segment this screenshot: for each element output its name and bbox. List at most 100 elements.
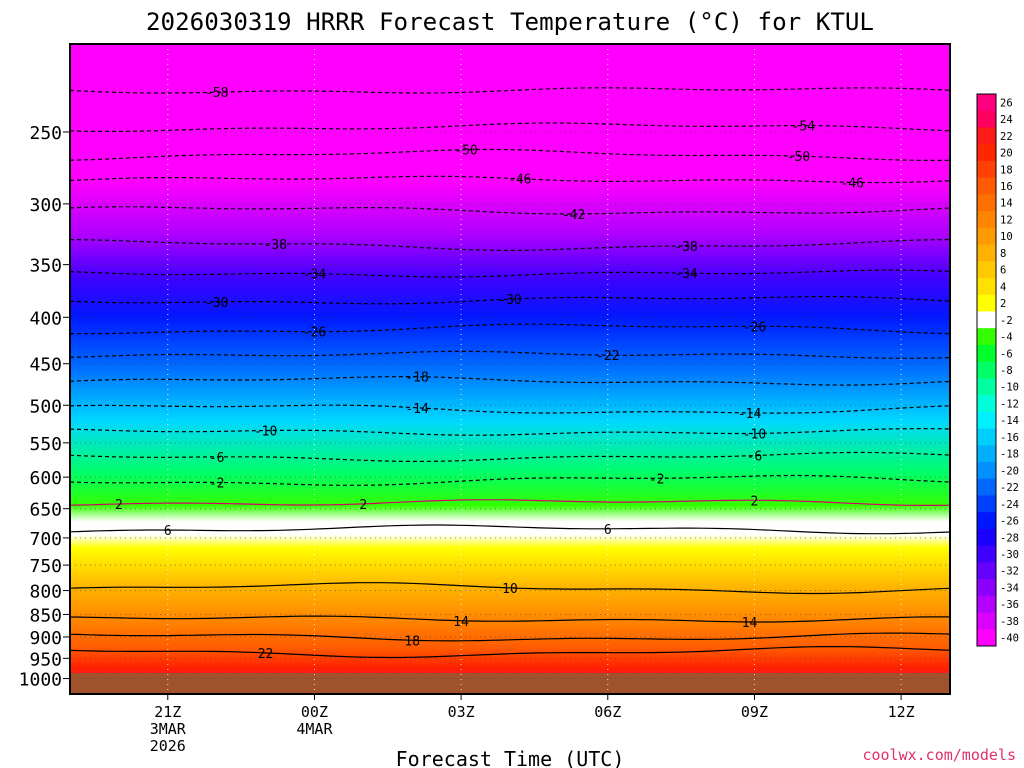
- x-axis-label: Forecast Time (UTC): [396, 747, 625, 768]
- colorbar-label: 24: [1000, 114, 1013, 126]
- colorbar-swatch: [977, 278, 996, 296]
- colorbar-label: -22: [1000, 482, 1019, 494]
- colorbar-swatch: [977, 612, 996, 630]
- isotherm-label: -22: [596, 349, 619, 364]
- chart-title: 2026030319 HRRR Forecast Temperature (°C…: [146, 8, 874, 36]
- y-tick-label: 300: [29, 195, 62, 216]
- isotherm-label: -50: [787, 150, 810, 165]
- colorbar-swatch: [977, 227, 996, 245]
- colorbar-swatch: [977, 545, 996, 563]
- grid-lines: [70, 44, 950, 694]
- colorbar-swatch: [977, 579, 996, 597]
- colorbar-label: -8: [1000, 365, 1013, 377]
- colorbar-swatch: [977, 211, 996, 229]
- isotherm-label: 14: [453, 615, 469, 630]
- colorbar-swatch: [977, 478, 996, 496]
- x-tick-label: 06Z: [594, 703, 621, 721]
- isotherm-line: [69, 646, 951, 659]
- colorbar-label: -36: [1000, 599, 1019, 611]
- colorbar-swatch: [977, 144, 996, 162]
- colorbar-swatch: [977, 462, 996, 480]
- isotherm-label: -30: [205, 296, 228, 311]
- colorbar-swatch: [977, 244, 996, 262]
- colorbar-swatch: [977, 411, 996, 429]
- isotherm-line: [69, 499, 951, 506]
- isotherm-label: -6: [747, 450, 763, 465]
- colorbar-swatch: [977, 177, 996, 195]
- isotherm-label: -34: [674, 267, 698, 282]
- colorbar-label: 14: [1000, 198, 1013, 210]
- colorbar-label: -28: [1000, 532, 1019, 544]
- x-date-label: 2026: [150, 737, 186, 755]
- isotherm-label: -26: [303, 326, 326, 341]
- colorbar-swatch: [977, 428, 996, 446]
- isotherm-label: -46: [508, 173, 531, 188]
- isotherm-label: -10: [254, 425, 277, 440]
- colorbar-swatch: [977, 361, 996, 379]
- y-tick-label: 750: [29, 556, 62, 577]
- colorbar-swatch: [977, 495, 996, 513]
- isotherm-label: -58: [205, 86, 228, 101]
- colorbar-label: -24: [1000, 499, 1019, 511]
- x-date-label: 4MAR: [296, 720, 333, 738]
- isotherm-label: -30: [498, 293, 521, 308]
- colorbar-swatch: [977, 344, 996, 363]
- colorbar-swatch: [977, 110, 996, 128]
- isotherm-label: -34: [303, 268, 327, 283]
- isotherm-line: [69, 524, 951, 535]
- colorbar-label: -32: [1000, 566, 1019, 578]
- colorbar-swatch: [977, 94, 996, 112]
- y-tick-label: 400: [29, 308, 62, 329]
- colorbar-swatch: [977, 445, 996, 463]
- y-axis: 2503003504004505005506006507007508008509…: [19, 123, 70, 691]
- colorbar-label: 12: [1000, 215, 1013, 227]
- colorbar-label: -4: [1000, 332, 1013, 344]
- isotherm-line: [69, 582, 951, 595]
- colorbar-swatch: [977, 629, 996, 647]
- isotherm-label: -2: [209, 476, 225, 491]
- colorbar-label: -34: [1000, 583, 1019, 595]
- colorbar-swatch: [977, 294, 996, 312]
- isotherm-label: -14: [405, 402, 429, 417]
- y-tick-label: 500: [29, 396, 62, 417]
- plot-fill: [70, 44, 950, 694]
- colorbar-label: -20: [1000, 465, 1019, 477]
- y-tick-label: 650: [29, 500, 62, 521]
- colorbar-swatch: [977, 378, 996, 396]
- isotherm-label: -6: [209, 451, 225, 466]
- y-tick-label: 850: [29, 605, 62, 626]
- colorbar-swatch: [977, 311, 996, 329]
- isotherm-line: [69, 615, 950, 623]
- x-tick-label: 21Z: [154, 703, 181, 721]
- colorbar-swatch: [977, 127, 996, 145]
- isotherm-label: -10: [743, 427, 766, 442]
- isotherm-label: -42: [562, 208, 585, 223]
- isotherm-label: 2: [751, 494, 759, 509]
- x-tick-label: 12Z: [888, 703, 915, 721]
- colorbar-swatch: [977, 261, 996, 279]
- colorbar-label: 22: [1000, 131, 1013, 143]
- colorbar-label: -2: [1000, 315, 1013, 327]
- colorbar-label: 20: [1000, 148, 1013, 160]
- colorbar-swatch: [977, 194, 996, 212]
- colorbar-label: -10: [1000, 382, 1019, 394]
- colorbar-label: -12: [1000, 399, 1019, 411]
- y-tick-label: 250: [29, 123, 62, 144]
- isotherm-label: -54: [792, 120, 816, 135]
- isotherm-label: 18: [404, 634, 420, 649]
- isotherm-label: 10: [502, 582, 518, 597]
- colorbar-label: 16: [1000, 181, 1013, 193]
- colorbar-label: -40: [1000, 633, 1019, 645]
- isotherm-label: -18: [405, 371, 428, 386]
- y-tick-label: 900: [29, 628, 62, 649]
- isotherm-label: -38: [264, 238, 287, 253]
- colorbar-label: -18: [1000, 449, 1019, 461]
- ground-area: [70, 673, 950, 694]
- y-tick-label: 700: [29, 529, 62, 550]
- y-tick-label: 550: [29, 434, 62, 455]
- isotherm-label: 14: [742, 616, 758, 631]
- isotherm-label: -38: [674, 240, 697, 255]
- y-tick-label: 350: [29, 256, 62, 277]
